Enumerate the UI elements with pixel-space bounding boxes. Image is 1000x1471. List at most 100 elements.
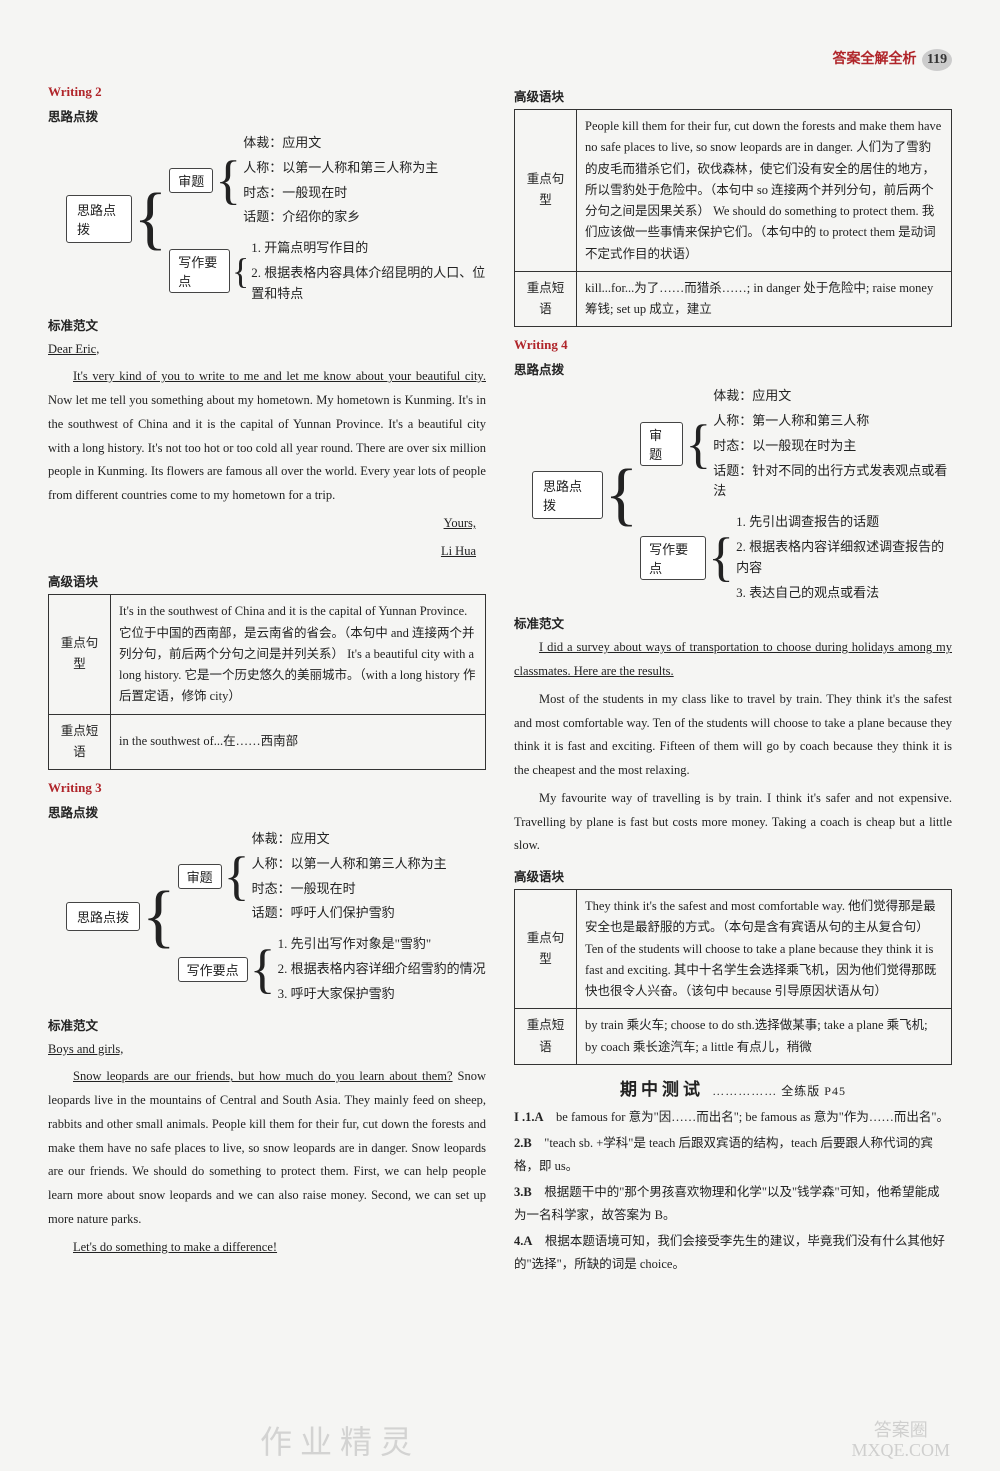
diagram-leaf: 话题：呼吁人们保护雪豹 (252, 903, 447, 924)
essay-underline: Snow leopards are our friends, but how m… (73, 1069, 453, 1083)
diagram-leaf: 3. 表达自己的观点或看法 (736, 583, 952, 604)
diagram-leaf: 时态：一般现在时 (243, 183, 438, 204)
diagram-leaf: 话题：针对不同的出行方式发表观点或看法 (713, 461, 952, 503)
diagram-leaf: 2. 根据表格内容详细介绍雪豹的情况 (278, 959, 486, 980)
diagram-leaf: 时态：一般现在时 (252, 879, 447, 900)
diagram-leaf: 1. 先引出写作对象是"雪豹" (278, 934, 486, 955)
writing3-sub: 思路点拨 (48, 802, 486, 821)
adv-label: 高级语块 (514, 866, 952, 885)
essay-text: Snow leopards live in the mountains of C… (48, 1069, 486, 1226)
writing3-table: 重点句型 People kill them for their fur, cut… (514, 109, 952, 327)
diagram-root: 思路点拨 (532, 471, 603, 519)
page-header: 答案全解全析 119 (833, 48, 953, 71)
qa-text: 根据题干中的"那个男孩喜欢物理和化学"以及"钱学森"可知，他希望能成为一名科学家… (514, 1185, 940, 1222)
logo-line1: 答案圈 (851, 1421, 950, 1441)
qa-item: 2.B "teach sb. +学科"是 teach 后跟双宾语的结构，teac… (514, 1132, 952, 1177)
diagram-root: 思路点拨 (66, 195, 132, 243)
right-column: 高级语块 重点句型 People kill them for their fur… (514, 78, 952, 1279)
table-header-cell: 重点句型 (515, 110, 577, 272)
table-cell: kill...for...为了……而猎杀……; in danger 处于危险中;… (577, 271, 952, 327)
essay-underline: I did a survey about ways of transportat… (514, 636, 952, 684)
sign-off: Yours, (48, 512, 476, 536)
page-number: 119 (922, 49, 952, 71)
writing4-diagram: 思路点拨 { 审题 { 体裁：应用文 人称：第一人称和第三人称 时态：以一般现在… (532, 386, 952, 603)
bracket-icon: { (140, 889, 178, 945)
diagram-leaf: 2. 根据表格内容具体介绍昆明的人口、位置和特点 (251, 263, 486, 305)
diagram-leaf: 人称：第一人称和第三人称 (713, 411, 952, 432)
bracket-icon: { (132, 191, 170, 247)
essay-body: Most of the students in my class like to… (514, 688, 952, 783)
midterm-ref: …………… 全练版 P45 (712, 1084, 846, 1098)
bracket-icon: { (222, 855, 252, 898)
qa-number: 4.A (514, 1234, 532, 1248)
writing2-table: 重点句型 It's in the southwest of China and … (48, 594, 486, 770)
writing4-title: Writing 4 (514, 337, 952, 353)
header-title: 答案全解全析 (833, 52, 917, 67)
diagram-branch: 审题 (169, 168, 213, 193)
writing4-table: 重点句型 They think it's the safest and most… (514, 889, 952, 1065)
diagram-root: 思路点拨 (66, 902, 140, 931)
diagram-leaf: 1. 先引出调查报告的话题 (736, 512, 952, 533)
sign-name: Li Hua (48, 540, 476, 564)
left-column: Writing 2 思路点拨 思路点拨 { 审题 { 体裁：应用文 人称：以第一… (48, 78, 486, 1279)
table-row: 重点句型 People kill them for their fur, cut… (515, 110, 952, 272)
adv-label: 高级语块 (514, 86, 952, 105)
table-row: 重点句型 It's in the southwest of China and … (49, 595, 486, 714)
model-label: 标准范文 (48, 315, 486, 334)
qa-item: 3.B 根据题干中的"那个男孩喜欢物理和化学"以及"钱学森"可知，他希望能成为一… (514, 1181, 952, 1226)
model-label: 标准范文 (48, 1015, 486, 1034)
midterm-title: 期中测试 (620, 1080, 704, 1099)
table-header-cell: 重点短语 (49, 714, 111, 770)
diagram-leaf: 人称：以第一人称和第三人称为主 (252, 854, 447, 875)
table-cell: by train 乘火车; choose to do sth.选择做某事; ta… (577, 1009, 952, 1065)
writing2-diagram: 思路点拨 { 审题 { 体裁：应用文 人称：以第一人称和第三人称为主 时态：一般… (66, 133, 486, 305)
table-row: 重点句型 They think it's the safest and most… (515, 890, 952, 1009)
bracket-icon: { (213, 159, 243, 202)
diagram-leaf: 3. 呼吁大家保护雪豹 (278, 984, 486, 1005)
qa-number: 3.B (514, 1185, 532, 1199)
writing3-diagram: 思路点拨 { 审题 { 体裁：应用文 人称：以第一人称和第三人称为主 时态：一般… (66, 829, 486, 1005)
table-cell: People kill them for their fur, cut down… (577, 110, 952, 272)
qa-item: I .1.A be famous for 意为"因……而出名"; be famo… (514, 1106, 952, 1129)
qa-number: 2.B (514, 1136, 532, 1150)
diagram-leaf: 时态：以一般现在时为主 (713, 436, 952, 457)
table-cell: It's in the southwest of China and it is… (111, 595, 486, 714)
midterm-header: 期中测试 …………… 全练版 P45 (514, 1075, 952, 1100)
qa-text: be famous for 意为"因……而出名"; be famous as 意… (556, 1110, 949, 1124)
watermark: 作业精灵 (260, 1417, 420, 1463)
diagram-leaf: 1. 开篇点明写作目的 (251, 238, 486, 259)
diagram-leaf: 2. 根据表格内容详细叙述调查报告的内容 (736, 537, 952, 579)
bracket-icon: { (603, 467, 641, 523)
diagram-branch: 写作要点 (640, 536, 706, 580)
table-header-cell: 重点句型 (515, 890, 577, 1009)
writing4-sub: 思路点拨 (514, 359, 952, 378)
table-cell: They think it's the safest and most comf… (577, 890, 952, 1009)
bracket-icon: { (230, 257, 251, 286)
table-row: 重点短语 by train 乘火车; choose to do sth.选择做某… (515, 1009, 952, 1065)
writing2-sub: 思路点拨 (48, 106, 486, 125)
diagram-leaf: 体裁：应用文 (243, 133, 438, 154)
table-header-cell: 重点短语 (515, 271, 577, 327)
qa-number: I .1.A (514, 1110, 544, 1124)
bracket-icon: { (248, 948, 278, 991)
table-row: 重点短语 in the southwest of...在……西南部 (49, 714, 486, 770)
diagram-leaf: 体裁：应用文 (252, 829, 447, 850)
table-header-cell: 重点短语 (515, 1009, 577, 1065)
logo-watermark: 答案圈 MXQE.COM (851, 1421, 950, 1461)
writing2-title: Writing 2 (48, 84, 486, 100)
qa-text: 根据本题语境可知，我们会接受李先生的建议，毕竟我们没有什么其他好的"选择"，所缺… (514, 1234, 945, 1271)
diagram-branch: 审题 (640, 422, 683, 466)
diagram-leaf: 人称：以第一人称和第三人称为主 (243, 158, 438, 179)
essay-body: It's very kind of you to write to me and… (48, 365, 486, 508)
table-header-cell: 重点句型 (49, 595, 111, 714)
diagram-branch: 写作要点 (169, 249, 230, 293)
greeting: Dear Eric, (48, 338, 486, 362)
diagram-branch: 审题 (178, 864, 222, 889)
diagram-leaf: 话题：介绍你的家乡 (243, 207, 438, 228)
essay-body: Snow leopards are our friends, but how m… (48, 1065, 486, 1231)
table-cell: in the southwest of...在……西南部 (111, 714, 486, 770)
adv-label: 高级语块 (48, 571, 486, 590)
writing3-title: Writing 3 (48, 780, 486, 796)
qa-item: 4.A 根据本题语境可知，我们会接受李先生的建议，毕竟我们没有什么其他好的"选择… (514, 1230, 952, 1275)
diagram-leaf: 体裁：应用文 (713, 386, 952, 407)
